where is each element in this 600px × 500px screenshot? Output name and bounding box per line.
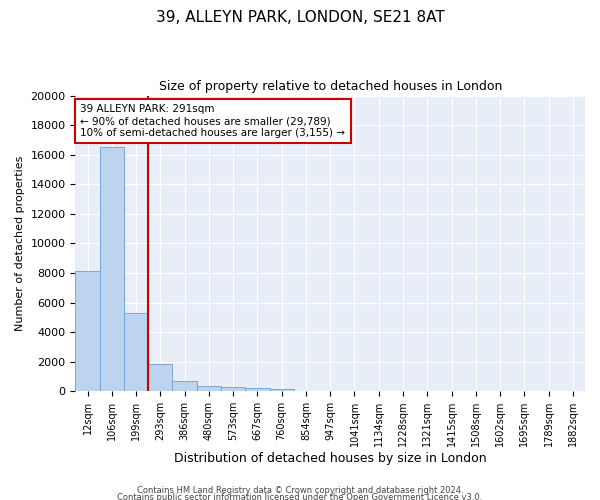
Bar bbox=[148, 364, 172, 391]
Text: Contains HM Land Registry data © Crown copyright and database right 2024.: Contains HM Land Registry data © Crown c… bbox=[137, 486, 463, 495]
Bar bbox=[269, 389, 294, 391]
X-axis label: Distribution of detached houses by size in London: Distribution of detached houses by size … bbox=[174, 452, 487, 465]
Bar bbox=[221, 387, 245, 391]
Text: 39, ALLEYN PARK, LONDON, SE21 8AT: 39, ALLEYN PARK, LONDON, SE21 8AT bbox=[155, 10, 445, 25]
Bar bbox=[124, 313, 148, 391]
Text: 39 ALLEYN PARK: 291sqm
← 90% of detached houses are smaller (29,789)
10% of semi: 39 ALLEYN PARK: 291sqm ← 90% of detached… bbox=[80, 104, 346, 138]
Bar bbox=[100, 148, 124, 391]
Bar bbox=[197, 386, 221, 391]
Title: Size of property relative to detached houses in London: Size of property relative to detached ho… bbox=[158, 80, 502, 93]
Text: Contains public sector information licensed under the Open Government Licence v3: Contains public sector information licen… bbox=[118, 494, 482, 500]
Bar bbox=[245, 388, 269, 391]
Bar bbox=[172, 381, 197, 391]
Y-axis label: Number of detached properties: Number of detached properties bbox=[15, 156, 25, 331]
Bar bbox=[76, 272, 100, 391]
